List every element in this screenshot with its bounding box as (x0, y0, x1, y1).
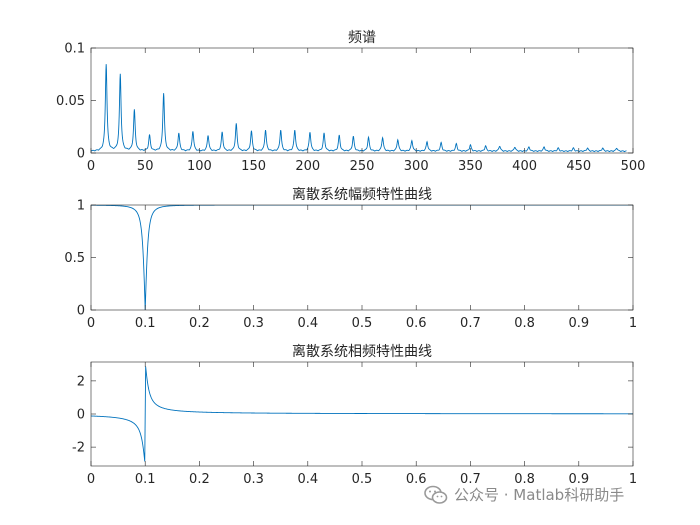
phase-xtick-label: 0.4 (297, 472, 318, 487)
phase-response-plot: 0 0.1 0.2 0.3 0.4 0.5 0.6 0.7 0.8 0.9 1 -2 0 2 离散系统相频特… (72, 343, 637, 487)
phase-ytick-label: -2 (72, 441, 85, 456)
magnitude-xtick-label: 0.5 (352, 316, 373, 331)
magnitude-xtick-label: 0 (87, 316, 95, 331)
spectrum-xtick-label: 500 (621, 159, 646, 174)
spectrum-xtick-label: 100 (187, 159, 212, 174)
magnitude-xtick-label: 0.3 (243, 316, 264, 331)
magnitude-xtick-label: 0.6 (406, 316, 427, 331)
magnitude-xtick-label: 1 (629, 316, 637, 331)
phase-ytick-label: 0 (77, 408, 85, 423)
magnitude-xtick-label: 0.9 (568, 316, 589, 331)
phase-ytick-label: 2 (77, 374, 85, 389)
watermark-text: 公众号 · Matlab科研助手 (454, 486, 625, 504)
phase-xtick-label: 0.7 (460, 472, 481, 487)
phase-xtick-label: 0.6 (406, 472, 427, 487)
magnitude-ytick-label: 0 (77, 304, 85, 319)
spectrum-axes-box (90, 47, 634, 154)
spectrum-xtick-label: 150 (241, 159, 266, 174)
phase-xtick-label: 0 (87, 472, 95, 487)
magnitude-xtick-label: 0.1 (135, 316, 156, 331)
spectrum-xtick-label: 0 (87, 159, 95, 174)
magnitude-xtick-label: 0.2 (189, 316, 210, 331)
phase-xtick-label: 1 (629, 472, 637, 487)
spectrum-xtick-label: 50 (137, 159, 154, 174)
spectrum-xtick-label: 200 (295, 159, 320, 174)
spectrum-title: 频谱 (348, 30, 376, 46)
phase-xtick-label: 0.8 (514, 472, 535, 487)
magnitude-series-line (91, 205, 633, 310)
watermark: 公众号 · Matlab科研助手 (424, 484, 624, 505)
spectrum-xtick-label: 350 (458, 159, 483, 174)
magnitude-ytick-label: 0.5 (64, 251, 85, 266)
spectrum-ytick-label: 0.1 (64, 42, 85, 57)
phase-xtick-label: 0.1 (135, 472, 156, 487)
phase-xtick-label: 0.2 (189, 472, 210, 487)
spectrum-ytick-label: 0 (77, 147, 85, 162)
magnitude-ytick-label: 1 (77, 199, 85, 214)
spectrum-xtick-label: 250 (350, 159, 375, 174)
phase-series-line (91, 366, 633, 462)
phase-xtick-label: 0.9 (568, 472, 589, 487)
phase-xtick-label: 0.3 (243, 472, 264, 487)
magnitude-response-plot: 0 0.1 0.2 0.3 0.4 0.5 0.6 0.7 0.8 0.9 1 0 0.5 1 离散系统幅频… (64, 186, 637, 331)
spectrum-xtick-label: 400 (512, 159, 537, 174)
spectrum-ytick-label: 0.05 (56, 94, 85, 109)
spectrum-series-line (91, 64, 627, 153)
magnitude-xtick-label: 0.7 (460, 316, 481, 331)
magnitude-title: 离散系统幅频特性曲线 (292, 186, 432, 203)
spectrum-plot: 0 50 100 150 200 250 300 350 400 450 500 0 0.05 0.1 频谱 (56, 30, 645, 174)
magnitude-xtick-label: 0.8 (514, 316, 535, 331)
spectrum-xtick-label: 300 (404, 159, 429, 174)
magnitude-xtick-label: 0.4 (297, 316, 318, 331)
magnitude-axes-box (90, 204, 634, 311)
wechat-icon (424, 485, 448, 504)
phase-title: 离散系统相频特性曲线 (292, 343, 432, 360)
phase-xtick-label: 0.5 (352, 472, 373, 487)
spectrum-xtick-label: 450 (566, 159, 591, 174)
